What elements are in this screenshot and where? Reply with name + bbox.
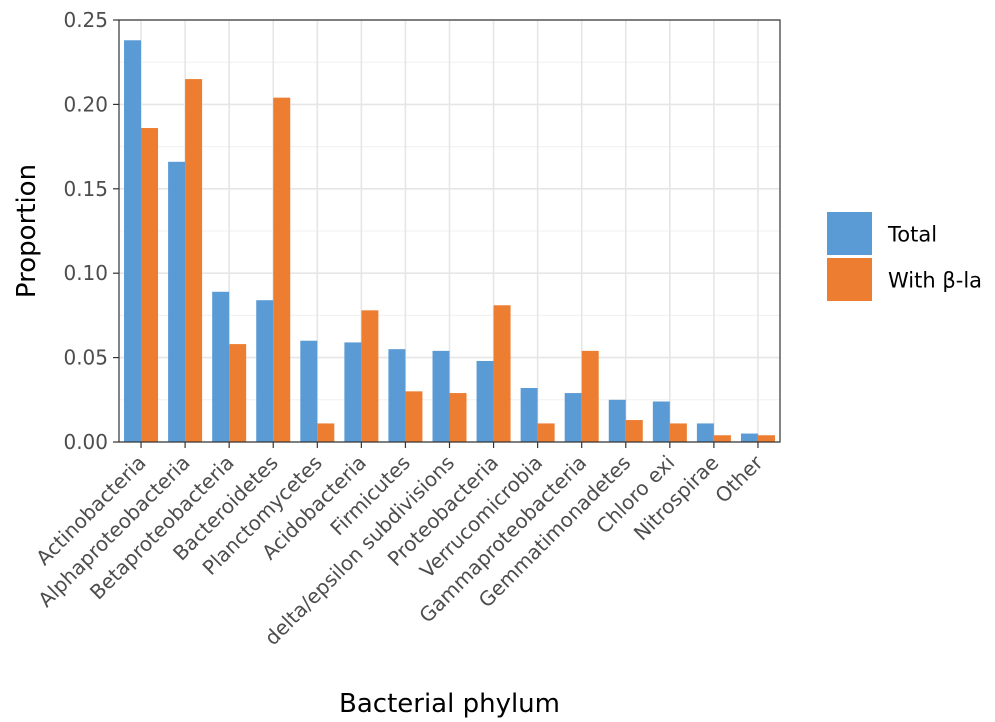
y-tick-label: 0.25 <box>63 8 108 32</box>
bar-with-beta-la <box>669 423 687 442</box>
x-axis-title: Bacterial phylum <box>339 689 560 719</box>
bar-total <box>168 161 186 443</box>
bar-total <box>476 360 494 442</box>
bar-with-beta-la <box>581 350 599 442</box>
bar-with-beta-la <box>185 79 203 442</box>
bar-total <box>344 342 362 442</box>
x-tick-label: Other <box>710 450 768 508</box>
legend-label: With β-la <box>888 269 982 293</box>
bar-with-beta-la <box>449 393 467 442</box>
y-axis-title: Proportion <box>12 164 42 298</box>
y-tick-label: 0.20 <box>63 92 108 116</box>
legend-key <box>827 258 872 301</box>
bar-with-beta-la <box>273 97 291 442</box>
bar-with-beta-la <box>141 128 159 443</box>
bar-total <box>388 349 406 442</box>
x-axis: ActinobacteriaAlphaproteobacteriaBetapro… <box>31 442 768 650</box>
y-axis: 0.00 0.05 0.10 0.15 0.20 0.25 <box>63 8 119 454</box>
bar-with-beta-la <box>229 344 247 442</box>
bars <box>124 40 775 443</box>
legend-label: Total <box>887 223 937 247</box>
bar-total <box>608 399 626 442</box>
bar-total <box>212 291 230 442</box>
bar-with-beta-la <box>493 305 511 442</box>
bar-total <box>124 40 142 442</box>
bar-total <box>256 300 274 442</box>
bar-total <box>520 387 538 442</box>
legend-key <box>827 212 872 255</box>
bar-total <box>652 401 670 442</box>
legend: Total With β-la <box>827 212 982 301</box>
y-tick-label: 0.15 <box>63 177 108 201</box>
bar-with-beta-la <box>713 435 731 442</box>
bar-with-beta-la <box>317 423 335 442</box>
bar-with-beta-la <box>757 435 775 442</box>
bar-with-beta-la <box>405 391 423 442</box>
bar-total <box>564 393 582 442</box>
bar-with-beta-la <box>537 423 555 442</box>
bar-total <box>300 340 318 442</box>
bar-total <box>740 433 758 442</box>
bar-with-beta-la <box>361 310 379 442</box>
y-tick-label: 0.00 <box>63 430 108 454</box>
y-tick-label: 0.05 <box>63 346 108 370</box>
bar-with-beta-la <box>625 420 643 442</box>
bar-total <box>432 350 450 442</box>
y-tick-label: 0.10 <box>63 261 108 285</box>
bar-total <box>696 423 714 442</box>
